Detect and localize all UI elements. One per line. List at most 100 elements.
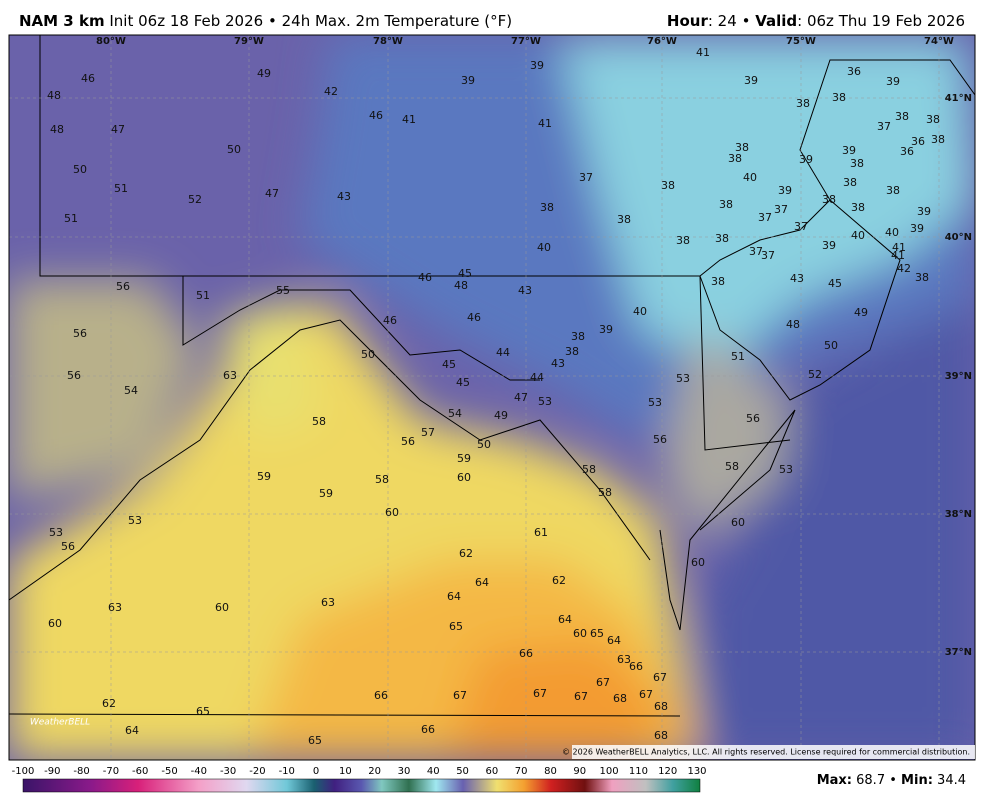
station-value: 57 [421,426,435,439]
station-value: 38 [735,141,749,154]
min-label: Min: [901,773,933,788]
longitude-label: 75°W [786,36,816,47]
station-value: 38 [719,198,733,211]
colorbar-tick-label: 50 [456,766,469,777]
sep: • [889,773,897,788]
station-value: 38 [926,113,940,126]
station-value: 38 [822,193,836,206]
latitude-label: 39°N [945,371,972,382]
latitude-label: 38°N [945,509,972,520]
station-value: 40 [885,226,899,239]
station-value: 40 [633,305,647,318]
station-value: 39 [842,144,856,157]
station-value: 48 [50,123,64,136]
station-value: 66 [421,723,435,736]
station-value: 67 [453,689,467,702]
station-value: 41 [892,241,906,254]
station-value: 50 [73,163,87,176]
station-value: 49 [854,306,868,319]
logo: WeatherBELL [30,718,90,728]
copyright: © 2026 WeatherBELL Analytics, LLC. All r… [562,748,970,757]
station-value: 53 [779,463,793,476]
station-value: 40 [851,229,865,242]
station-value: 42 [897,262,911,275]
station-value: 40 [743,171,757,184]
hour-label: Hour [666,12,708,30]
station-value: 42 [324,85,338,98]
station-value: 39 [910,222,924,235]
station-value: 61 [534,526,548,539]
station-value: 65 [449,620,463,633]
valid-info: Hour: 24 • Valid: 06z Thu 19 Feb 2026 [667,12,965,30]
longitude-label: 78°W [373,36,403,47]
colorbar-tick-label: 90 [573,766,586,777]
colorbar-tick-label: 60 [486,766,499,777]
station-value: 50 [477,438,491,451]
station-value: 46 [81,72,95,85]
station-value: 53 [49,526,63,539]
colorbar-tick-label: 100 [600,766,619,777]
station-value: 63 [617,653,631,666]
station-value: 53 [128,514,142,527]
longitude-label: 74°W [924,36,954,47]
station-value: 38 [540,201,554,214]
station-value: 65 [196,705,210,718]
station-value: 60 [48,617,62,630]
latitude-label: 40°N [945,232,972,243]
station-value: 53 [676,372,690,385]
station-value: 48 [786,318,800,331]
station-value: 56 [61,540,75,553]
station-value: 45 [456,376,470,389]
station-value: 47 [111,123,125,136]
station-value: 63 [223,369,237,382]
station-value: 37 [761,249,775,262]
colorbar-tick-label: -30 [220,766,236,777]
colorbar-tick-label: -60 [132,766,148,777]
station-value: 65 [308,734,322,747]
station-value: 51 [114,182,128,195]
station-value: 49 [257,67,271,80]
station-value: 62 [102,697,116,710]
station-value: 38 [565,345,579,358]
model: NAM 3 km [19,12,105,30]
station-value: 63 [108,601,122,614]
station-value: 38 [832,91,846,104]
station-value: 58 [725,460,739,473]
station-value: 68 [654,700,668,713]
station-value: 39 [461,74,475,87]
max: 68.7 [856,773,885,788]
station-value: 50 [824,339,838,352]
longitude-label: 79°W [234,36,264,47]
station-value: 56 [73,327,87,340]
station-value: 50 [227,143,241,156]
station-value: 64 [558,613,572,626]
station-value: 37 [794,220,808,233]
latitude-label: 41°N [945,93,972,104]
station-value: 37 [758,211,772,224]
station-value: 67 [596,676,610,689]
station-value: 53 [648,396,662,409]
colorbar-tick-label: 120 [658,766,677,777]
sep: • [267,12,277,30]
colorbar-tick-label: 30 [398,766,411,777]
station-value: 66 [629,660,643,673]
station-value: 58 [582,463,596,476]
station-value: 59 [257,470,271,483]
station-value: 41 [538,117,552,130]
station-value: 64 [125,724,139,737]
station-value: 39 [799,153,813,166]
station-value: 60 [385,506,399,519]
colorbar-tick-label: 10 [339,766,352,777]
station-value: 44 [530,371,544,384]
station-value: 38 [571,330,585,343]
station-value: 38 [661,179,675,192]
station-value: 66 [519,647,533,660]
station-value: 40 [537,241,551,254]
station-value: 54 [124,384,138,397]
station-value: 60 [731,516,745,529]
colorbar [22,778,701,793]
colorbar-tick-label: -90 [44,766,60,777]
station-value: 64 [447,590,461,603]
station-value: 68 [654,729,668,742]
